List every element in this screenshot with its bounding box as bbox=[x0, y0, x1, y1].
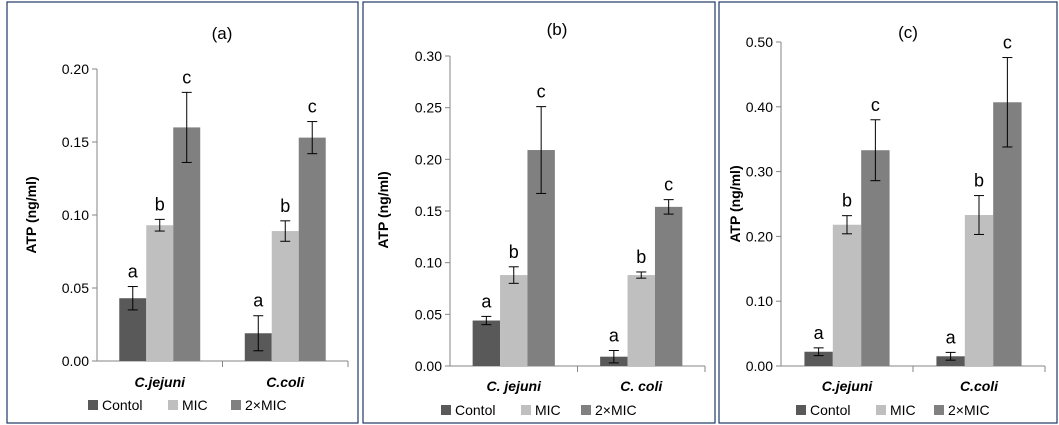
legend-swatch bbox=[876, 405, 886, 415]
legend-swatch bbox=[521, 405, 531, 415]
category-label: C.jejuni bbox=[822, 378, 874, 394]
significance-letter: b bbox=[636, 247, 646, 267]
panel-frame bbox=[362, 1, 716, 424]
bar-mic bbox=[146, 225, 174, 361]
category-label: C. jejuni bbox=[487, 378, 543, 394]
legend-swatch bbox=[796, 405, 806, 415]
category-label: C.coli bbox=[960, 378, 999, 394]
y-axis-label: ATP (ng/ml) bbox=[375, 171, 391, 248]
chart-panel-a: (a) ATP (ng/ml) 0.00 0.05 0.10 0.15 0.20 C.jeju… bbox=[6, 1, 359, 424]
significance-letter: c bbox=[871, 95, 880, 115]
significance-letter: a bbox=[609, 326, 620, 346]
y-tick-label: 0.00 bbox=[62, 353, 89, 369]
significance-letter: b bbox=[155, 194, 165, 214]
legend-entry: 2×MIC bbox=[245, 397, 287, 413]
y-tick-label: 0.15 bbox=[62, 134, 89, 150]
y-axis-label: ATP (ng/ml) bbox=[727, 165, 743, 242]
legend-entry: 2×MIC bbox=[595, 402, 637, 418]
y-tick-label: 0.20 bbox=[746, 228, 773, 244]
chart-title: (b) bbox=[547, 20, 568, 39]
y-tick-label: 0.10 bbox=[415, 255, 442, 271]
legend-entry: MIC bbox=[890, 402, 916, 418]
category-label: C. coli bbox=[620, 378, 663, 394]
y-tick-label: 0.00 bbox=[415, 358, 442, 374]
category-label: C.coli bbox=[266, 374, 305, 390]
chart-title: (c) bbox=[898, 23, 918, 42]
panel-frame bbox=[6, 1, 359, 424]
legend-entry: Contol bbox=[810, 402, 850, 418]
category-label: C.jejuni bbox=[134, 374, 186, 390]
bar-mic bbox=[964, 215, 994, 366]
panel-frame bbox=[718, 1, 1058, 424]
y-tick-label: 0.10 bbox=[746, 293, 773, 309]
legend-swatch bbox=[441, 405, 451, 415]
significance-letter: c bbox=[664, 175, 673, 195]
y-tick-label: 0.25 bbox=[415, 100, 442, 116]
significance-letter: a bbox=[128, 262, 139, 282]
significance-letter: c bbox=[182, 67, 191, 87]
significance-letter: a bbox=[253, 291, 264, 311]
legend-swatch bbox=[168, 400, 178, 410]
legend-swatch bbox=[581, 405, 591, 415]
y-tick-label: 0.20 bbox=[62, 61, 89, 77]
significance-letter: a bbox=[946, 327, 957, 347]
significance-letter: a bbox=[481, 291, 492, 311]
y-tick-label: 0.20 bbox=[415, 151, 442, 167]
significance-letter: c bbox=[308, 97, 317, 117]
bar-2mic bbox=[654, 206, 683, 366]
chart-title: (a) bbox=[212, 24, 233, 43]
y-tick-label: 0.50 bbox=[746, 34, 773, 50]
legend-swatch bbox=[88, 400, 98, 410]
y-tick-label: 0.30 bbox=[415, 48, 442, 64]
y-tick-label: 0.30 bbox=[746, 164, 773, 180]
significance-letter: b bbox=[842, 191, 852, 211]
y-tick-label: 0.05 bbox=[415, 306, 442, 322]
bar-mic bbox=[271, 231, 299, 361]
significance-letter: c bbox=[1003, 33, 1012, 53]
legend-entry: Contol bbox=[455, 402, 495, 418]
significance-letter: b bbox=[509, 242, 519, 262]
bar-contol bbox=[936, 356, 965, 366]
y-tick-label: 0.15 bbox=[415, 203, 442, 219]
y-tick-label: 0.40 bbox=[746, 99, 773, 115]
significance-letter: b bbox=[974, 171, 984, 191]
y-tick-label: 0.00 bbox=[746, 358, 773, 374]
bar-2mic bbox=[298, 137, 326, 361]
bar-contol bbox=[804, 351, 833, 366]
bar-2mic bbox=[173, 127, 201, 362]
bar-mic bbox=[627, 275, 655, 366]
legend-entry: Contol bbox=[102, 397, 142, 413]
significance-letter: b bbox=[280, 196, 290, 216]
chart-panel-b: (b) ATP (ng/ml) 0.00 0.05 0.10 0.15 0.20 0.25 0.… bbox=[362, 1, 716, 424]
bar-contol bbox=[472, 320, 501, 366]
y-tick-label: 0.10 bbox=[62, 207, 89, 223]
bar-mic bbox=[500, 275, 528, 366]
legend-entry: MIC bbox=[535, 402, 561, 418]
significance-letter: c bbox=[537, 82, 546, 102]
legend-swatch bbox=[934, 405, 944, 415]
legend-entry: MIC bbox=[182, 397, 208, 413]
bar-2mic bbox=[861, 150, 890, 366]
y-tick-label: 0.05 bbox=[62, 280, 89, 296]
y-axis-label: ATP (ng/ml) bbox=[23, 176, 39, 253]
legend-entry: 2×MIC bbox=[948, 402, 990, 418]
significance-letter: a bbox=[814, 323, 825, 343]
chart-panel-c: (c) ATP (ng/ml) 0.00 0.10 0.20 0.30 0.40 0.50 C.… bbox=[718, 1, 1058, 424]
bar-mic bbox=[832, 224, 862, 366]
legend-swatch bbox=[231, 400, 241, 410]
